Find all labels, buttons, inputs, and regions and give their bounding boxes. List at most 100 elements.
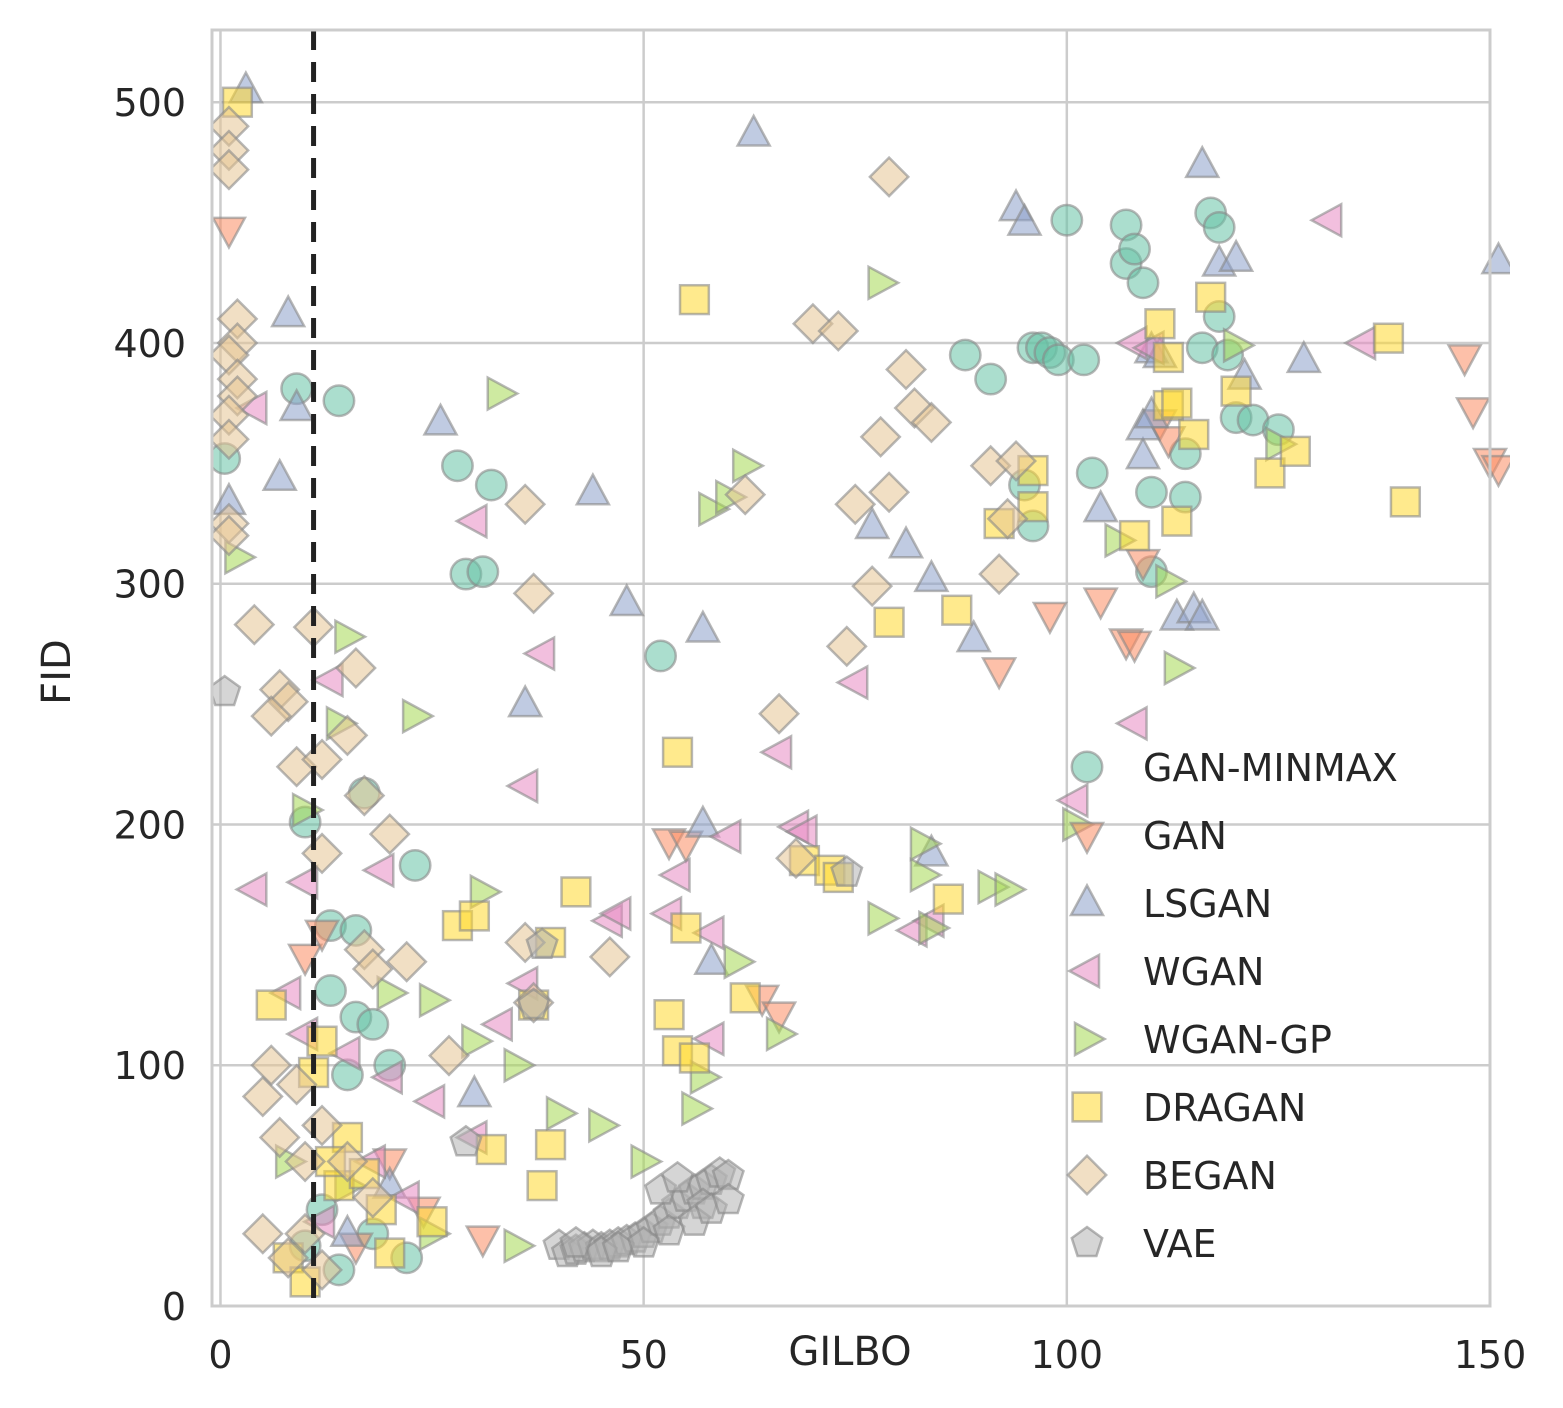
point-began-27 [504, 483, 547, 526]
point-lsgan-3 [278, 387, 315, 422]
point-wgan-gp-20 [994, 871, 1028, 908]
point-gan-3 [464, 1225, 501, 1259]
point-lsgan-35 [456, 1073, 493, 1108]
series-began [212, 105, 1038, 1291]
point-gan-minmax-16 [974, 362, 1008, 396]
point-wgan-gp-17 [918, 909, 952, 947]
point-gan-minmax-13 [398, 848, 432, 882]
point-gan-minmax-23 [1050, 203, 1084, 237]
point-vae-25 [660, 1160, 695, 1193]
point-wgan-13 [657, 856, 691, 894]
point-began-34 [775, 837, 817, 880]
legend-label-vae: VAE [1143, 1222, 1217, 1266]
point-began-52 [258, 1116, 301, 1159]
point-vae-1 [525, 927, 559, 960]
point-began-57 [241, 1212, 284, 1255]
point-lsgan-7 [574, 472, 611, 506]
point-wgan-gp-4 [401, 698, 436, 735]
point-dragan-39 [1195, 281, 1227, 313]
point-began-2 [212, 148, 250, 191]
point-lsgan-15 [913, 558, 950, 593]
point-began-56 [351, 1176, 394, 1219]
point-lsgan-6 [507, 683, 544, 718]
point-gan-9 [1031, 601, 1068, 636]
point-dragan-32 [1118, 519, 1151, 552]
point-dragan-1 [678, 283, 711, 316]
point-wgan-gp-18 [909, 825, 944, 862]
point-dragan-19 [670, 912, 702, 944]
point-wgan-gp-10 [681, 1090, 715, 1127]
point-dragan-15 [374, 1237, 406, 1269]
point-dragan-34 [1152, 341, 1185, 374]
point-wgan-gp-37 [503, 1227, 537, 1264]
point-wgan-gp-2 [334, 618, 368, 655]
point-dragan-44 [1389, 486, 1422, 518]
point-wgan-31 [327, 1035, 361, 1072]
point-began-15 [250, 695, 293, 738]
point-dragan-26 [873, 606, 905, 638]
point-dragan-7 [458, 900, 491, 932]
point-gan-minmax-22 [1075, 456, 1109, 490]
point-wgan-20 [835, 664, 869, 701]
point-began-61 [351, 947, 394, 990]
point-gan-17 [1454, 397, 1492, 431]
legend-marker-gan-minmax [1070, 750, 1104, 784]
point-began-43 [885, 348, 927, 391]
point-began-12 [233, 603, 276, 646]
point-gan-0 [212, 216, 248, 251]
plot-frame [210, 28, 1492, 1308]
point-began-25 [385, 940, 428, 983]
point-began-31 [588, 935, 631, 978]
point-wgan-gp-29 [461, 1023, 495, 1060]
point-dragan-21 [678, 1042, 711, 1074]
point-began-41 [868, 155, 911, 198]
point-wgan-33 [411, 1083, 446, 1120]
point-dragan-42 [1279, 435, 1311, 467]
point-gan-minmax-34 [1202, 210, 1236, 244]
point-lsgan-31 [1217, 238, 1255, 272]
point-wgan-19 [784, 813, 818, 850]
legend-label-wgan-gp: WGAN-GP [1143, 1018, 1332, 1062]
point-dragan-22 [729, 982, 761, 1014]
point-lsgan-33 [1285, 339, 1322, 374]
y-tick-label-3: 300 [113, 563, 186, 607]
point-gan-12 [1116, 630, 1153, 665]
point-began-58 [267, 1236, 310, 1279]
point-gan-minmax-28 [1135, 475, 1168, 509]
x-tick-label-1: 50 [619, 1333, 667, 1377]
point-wgan-gp-32 [588, 1107, 622, 1144]
point-began-11 [212, 514, 250, 557]
point-began-53 [275, 1063, 318, 1106]
point-wgan-gp-5 [486, 375, 520, 412]
point-began-33 [758, 692, 801, 735]
point-wgan-8 [479, 1006, 514, 1043]
point-wgan-gp-15 [867, 264, 901, 301]
point-dragan-47 [416, 1206, 448, 1238]
point-began-45 [910, 401, 953, 444]
point-dragan-3 [653, 999, 685, 1031]
point-wgan-24 [1114, 705, 1148, 742]
point-gan-minmax-26 [1118, 232, 1151, 266]
point-vae-35 [830, 855, 864, 887]
point-wgan-23 [1055, 782, 1089, 819]
point-gan-16 [1446, 344, 1483, 378]
series-vae [212, 674, 864, 1268]
point-began-48 [986, 497, 1029, 540]
axis-ticks: 0 50 100 150 0 100 200 300 400 500 [113, 81, 1526, 1377]
point-dragan-37 [1161, 505, 1193, 537]
point-dragan-40 [1220, 375, 1252, 407]
point-began-24 [368, 813, 411, 856]
point-dragan-41 [1254, 457, 1286, 489]
point-wgan-11 [598, 895, 632, 932]
data-points [212, 69, 1510, 1298]
point-lsgan-5 [422, 402, 459, 436]
point-gan-minmax-15 [948, 338, 982, 372]
point-lsgan-9 [684, 609, 721, 643]
point-lsgan-19 [1006, 202, 1043, 236]
point-gan-minmax-27 [1126, 266, 1160, 300]
point-wgan-gp-14 [867, 900, 901, 937]
point-wgan-gp-7 [698, 491, 732, 528]
point-wgan-7 [504, 767, 539, 805]
point-began-26 [428, 1034, 470, 1077]
